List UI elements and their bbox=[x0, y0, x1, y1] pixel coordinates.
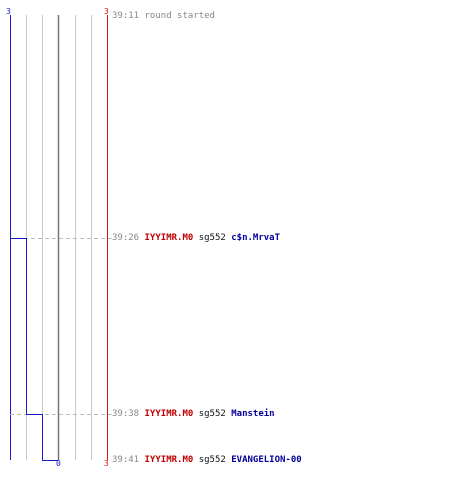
killer-name: IYYIMR.M0 bbox=[144, 233, 194, 243]
score-top-left: 3 bbox=[6, 7, 11, 16]
event-time: 39:11 bbox=[112, 11, 140, 21]
event-row: 39:26 IYYIMR.M0 sg552 c$n.MrvaT bbox=[112, 233, 280, 243]
blue-score-step-line bbox=[10, 15, 59, 461]
event-row: 39:11 round started bbox=[112, 11, 215, 21]
score-top-right: 3 bbox=[104, 7, 109, 16]
victim-name: Manstein bbox=[231, 409, 275, 419]
victim-name: c$n.MrvaT bbox=[231, 233, 281, 243]
weapon-name: sg552 bbox=[198, 455, 226, 465]
score-bottom-right: 3 bbox=[104, 459, 109, 468]
score-graph bbox=[10, 15, 112, 461]
event-time: 39:41 bbox=[112, 455, 140, 465]
weapon-name: sg552 bbox=[198, 233, 226, 243]
killer-name: IYYIMR.M0 bbox=[144, 455, 194, 465]
event-row: 39:41 IYYIMR.M0 sg552 EVANGELION-00 bbox=[112, 455, 302, 465]
killer-name: IYYIMR.M0 bbox=[144, 409, 194, 419]
victim-name: EVANGELION-00 bbox=[231, 455, 302, 465]
weapon-name: sg552 bbox=[198, 409, 226, 419]
event-row: 39:38 IYYIMR.M0 sg552 Manstein bbox=[112, 409, 275, 419]
grid-lines bbox=[10, 15, 108, 460]
event-dash-lines bbox=[10, 238, 112, 415]
event-text: round started bbox=[144, 11, 215, 21]
event-time: 39:26 bbox=[112, 233, 140, 243]
score-bottom-mid: 0 bbox=[56, 459, 61, 468]
event-time: 39:38 bbox=[112, 409, 140, 419]
